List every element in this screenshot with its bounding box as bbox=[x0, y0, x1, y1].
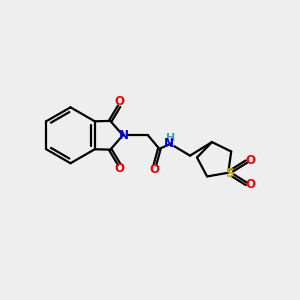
Text: O: O bbox=[246, 154, 256, 167]
Text: N: N bbox=[164, 137, 174, 150]
Text: O: O bbox=[115, 95, 125, 108]
Text: O: O bbox=[115, 162, 125, 175]
Text: N: N bbox=[118, 129, 128, 142]
Text: S: S bbox=[226, 167, 234, 180]
Text: H: H bbox=[166, 133, 175, 143]
Text: O: O bbox=[149, 163, 159, 176]
Text: O: O bbox=[246, 178, 256, 191]
